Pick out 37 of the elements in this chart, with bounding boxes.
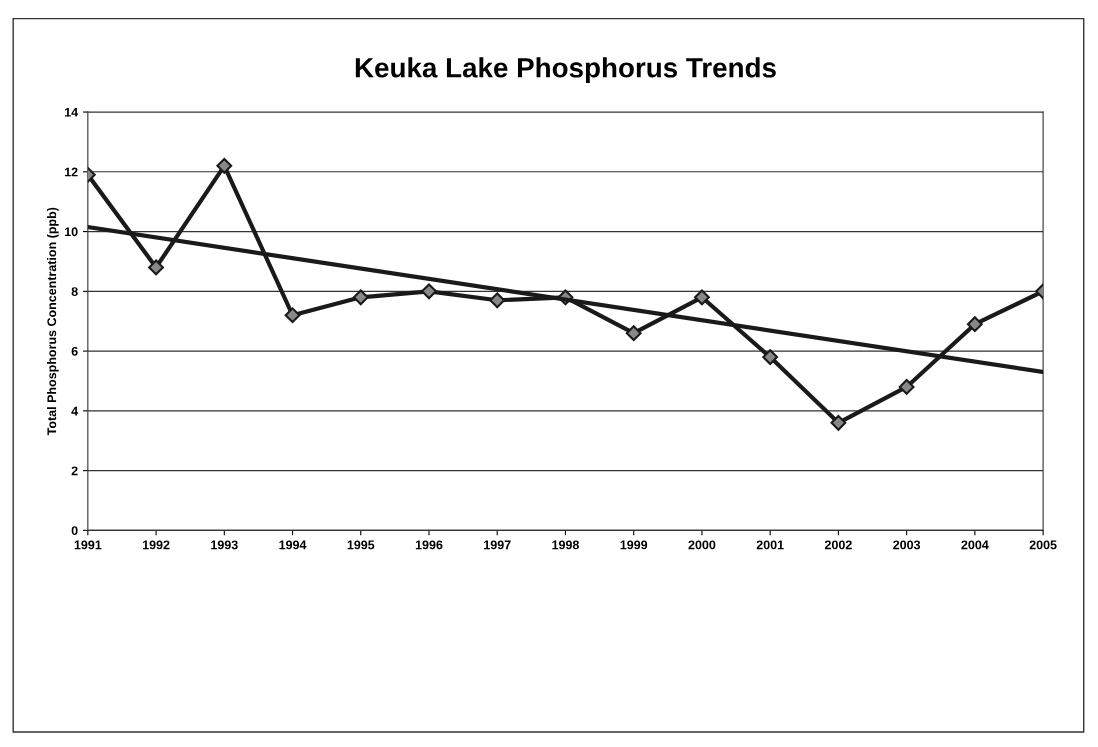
y-tick-label: 2 (71, 466, 78, 476)
x-tick-label: 2000 (688, 540, 716, 550)
x-tick-label: 1991 (74, 540, 102, 550)
point (625, 325, 642, 342)
y-axis-title: Total Phosphorus Concentration (ppb) (47, 207, 59, 436)
x-tick-label: 1993 (211, 540, 238, 550)
y-tick-label: 0 (71, 526, 78, 536)
point (421, 283, 437, 300)
x-tick-label: 2002 (824, 540, 852, 550)
point (830, 414, 847, 431)
point (966, 316, 983, 333)
y-tick-label: 8 (71, 287, 78, 296)
x-tick-label: 2001 (756, 540, 784, 550)
x-tick-label: 2005 (1029, 540, 1057, 550)
y-tick-label: 14 (65, 107, 79, 117)
x-tick-label: 1995 (347, 540, 375, 550)
x-tick-label: 1996 (415, 540, 443, 550)
point (148, 259, 164, 276)
chart-title: Keuka Lake Phosphorus Trends (355, 57, 776, 84)
x-tick-label: 2003 (893, 540, 921, 550)
point (284, 307, 301, 324)
point (489, 292, 506, 309)
point (762, 349, 779, 365)
y-tick-label: 10 (65, 227, 78, 237)
point (694, 289, 710, 306)
y-tick-label: 12 (65, 167, 78, 177)
x-tick-label: 2004 (961, 540, 989, 550)
x-tick-label: 1997 (484, 540, 511, 550)
point (898, 379, 915, 395)
y-tick-label: 4 (71, 406, 79, 416)
point (352, 289, 369, 306)
point (216, 157, 233, 174)
y-tick-label: 6 (71, 346, 78, 356)
x-tick-label: 1992 (142, 540, 170, 550)
x-tick-label: 1999 (620, 540, 648, 550)
x-tick-label: 1994 (279, 540, 307, 550)
x-tick-label: 1998 (552, 540, 579, 550)
